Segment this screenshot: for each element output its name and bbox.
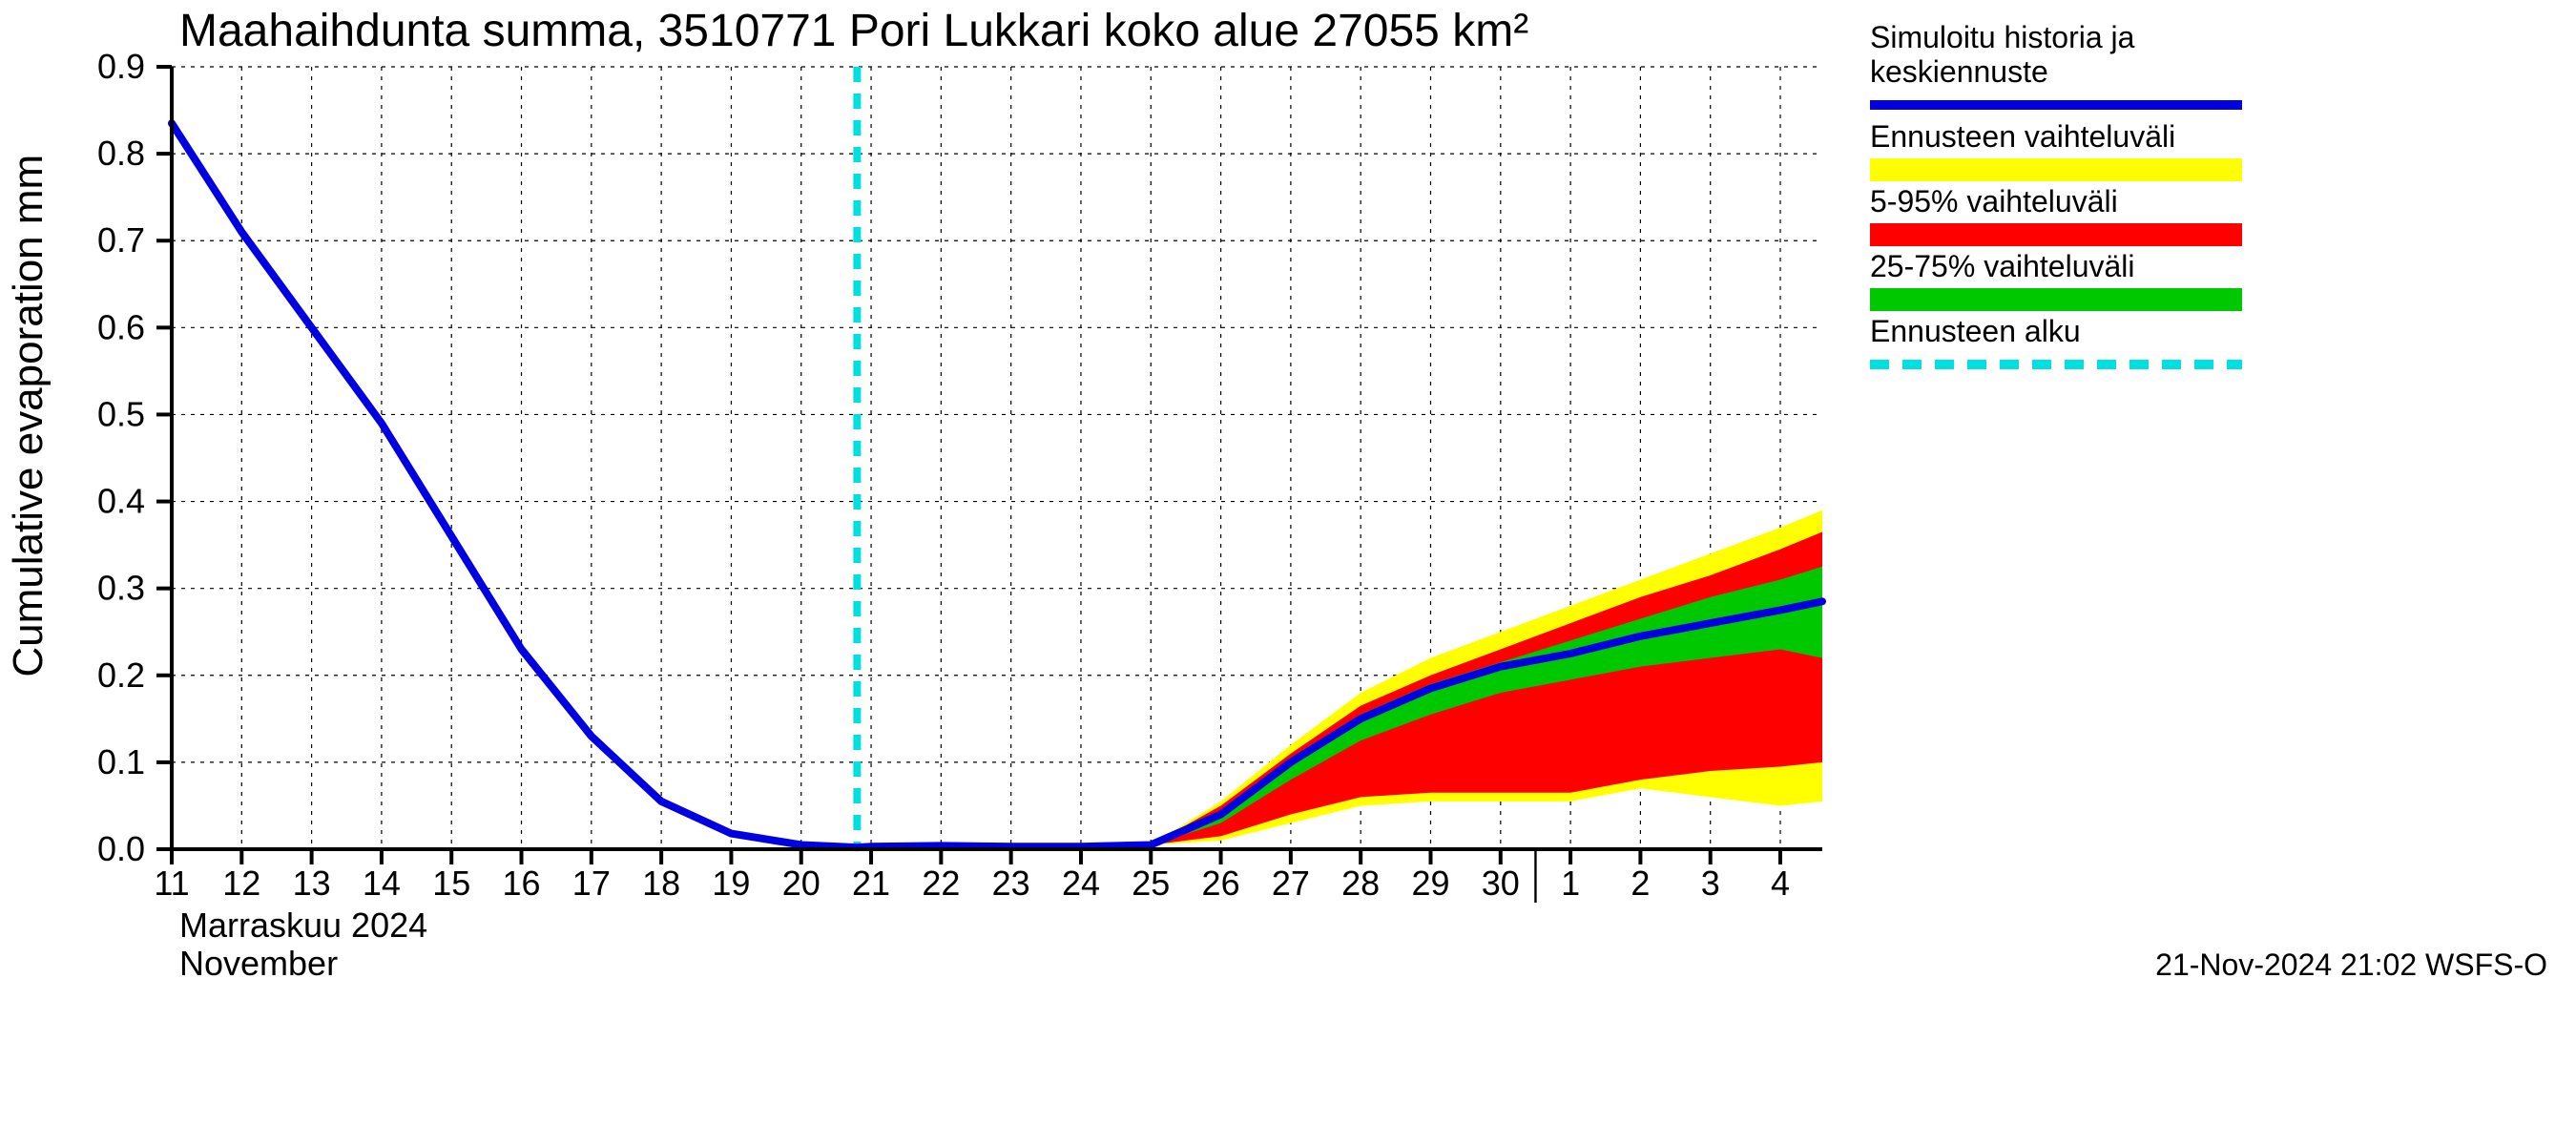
xtick-label: 22 xyxy=(922,864,960,903)
xtick-label: 19 xyxy=(712,864,750,903)
xtick-label: 4 xyxy=(1771,864,1790,903)
legend-label: 25-75% vaihteluväli xyxy=(1870,249,2135,283)
xtick-label: 16 xyxy=(503,864,541,903)
xtick-label: 25 xyxy=(1132,864,1170,903)
xtick-label: 24 xyxy=(1062,864,1100,903)
xtick-label: 21 xyxy=(852,864,890,903)
xtick-label: 12 xyxy=(222,864,260,903)
xtick-label: 15 xyxy=(432,864,470,903)
ytick-label: 0.5 xyxy=(97,394,145,433)
xtick-label: 1 xyxy=(1561,864,1580,903)
legend-label: Ennusteen vaihteluväli xyxy=(1870,119,2175,154)
ytick-label: 0.3 xyxy=(97,569,145,608)
legend-label: 5-95% vaihteluväli xyxy=(1870,184,2118,219)
xtick-label: 28 xyxy=(1341,864,1380,903)
xtick-label: 26 xyxy=(1202,864,1240,903)
month-label-2: November xyxy=(179,944,338,983)
xtick-label: 18 xyxy=(642,864,680,903)
month-label-1: Marraskuu 2024 xyxy=(179,906,427,945)
legend-label: Simuloitu historia ja xyxy=(1870,20,2135,54)
y-axis-label: Cumulative evaporation mm xyxy=(5,155,52,677)
xtick-label: 11 xyxy=(154,864,189,903)
legend-swatch-band xyxy=(1870,158,2242,181)
legend-label: keskiennuste xyxy=(1870,54,2048,89)
ytick-label: 0.7 xyxy=(97,220,145,260)
chart-title: Maahaihdunta summa, 3510771 Pori Lukkari… xyxy=(179,6,1528,56)
xtick-label: 27 xyxy=(1272,864,1310,903)
ytick-label: 0.9 xyxy=(97,47,145,86)
xtick-label: 13 xyxy=(293,864,331,903)
chart-container: 0.00.10.20.30.40.50.60.70.80.91112131415… xyxy=(0,0,2576,1145)
ytick-label: 0.4 xyxy=(97,482,145,521)
ytick-label: 0.1 xyxy=(97,742,145,781)
legend-label: Ennusteen alku xyxy=(1870,314,2081,348)
ytick-label: 0.0 xyxy=(97,829,145,868)
ytick-label: 0.8 xyxy=(97,134,145,173)
xtick-label: 30 xyxy=(1482,864,1520,903)
legend-swatch-band xyxy=(1870,223,2242,246)
xtick-label: 20 xyxy=(782,864,821,903)
xtick-label: 2 xyxy=(1631,864,1650,903)
xtick-label: 29 xyxy=(1411,864,1449,903)
legend-swatch-band xyxy=(1870,288,2242,311)
chart-svg: 0.00.10.20.30.40.50.60.70.80.91112131415… xyxy=(0,0,2576,1145)
xtick-label: 17 xyxy=(572,864,611,903)
footer-timestamp: 21-Nov-2024 21:02 WSFS-O xyxy=(2155,947,2547,982)
xtick-label: 23 xyxy=(992,864,1030,903)
ytick-label: 0.6 xyxy=(97,307,145,346)
xtick-label: 3 xyxy=(1701,864,1720,903)
ytick-label: 0.2 xyxy=(97,656,145,695)
xtick-label: 14 xyxy=(363,864,401,903)
